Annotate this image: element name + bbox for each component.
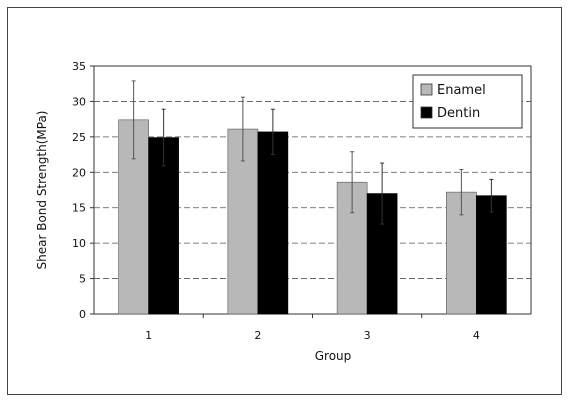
legend: Enamel Dentin: [412, 74, 523, 129]
x-axis-label: Group: [315, 349, 352, 363]
y-tick-labels: 0 5 10 15 20 25 30 35: [72, 60, 94, 321]
bar-dentin: [476, 195, 507, 315]
bar-dentin: [257, 131, 289, 315]
x-tick-labels: 1 2 3 4: [145, 314, 480, 342]
x-tick-label: 3: [364, 329, 371, 342]
x-tick-label: 4: [473, 329, 480, 342]
y-tick-label: 25: [72, 131, 86, 144]
legend-label-dentin: Dentin: [437, 106, 480, 121]
y-tick-label: 15: [72, 202, 86, 215]
y-tick-label: 30: [72, 95, 86, 108]
y-tick-label: 10: [72, 237, 86, 250]
legend-swatch-enamel: [420, 83, 433, 96]
x-tick-label: 2: [254, 329, 261, 342]
error-bars: [131, 80, 494, 225]
y-tick-label: 5: [79, 273, 86, 286]
legend-swatch-dentin: [420, 106, 433, 119]
y-axis-label: Shear Bond Strength(MPa): [35, 111, 49, 270]
x-tick-label: 1: [145, 329, 152, 342]
y-tick-label: 35: [72, 60, 86, 73]
y-tick-label: 0: [79, 308, 86, 321]
legend-label-enamel: Enamel: [437, 83, 486, 98]
y-tick-label: 20: [72, 166, 86, 179]
